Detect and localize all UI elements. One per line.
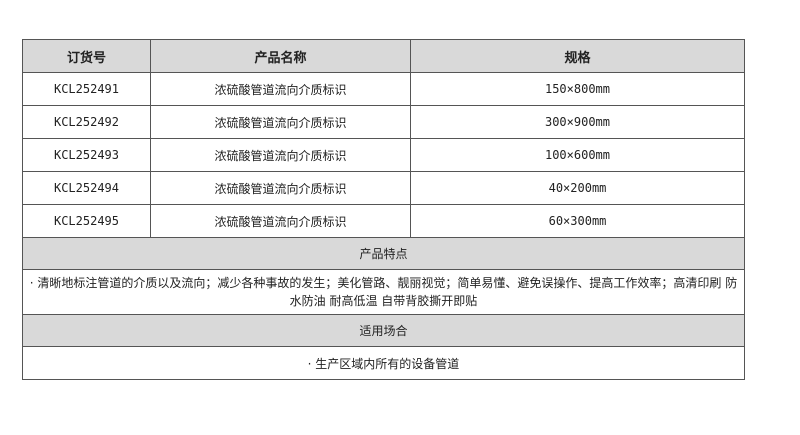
order-code-cell: KCL252491	[22, 72, 151, 106]
table-row: KCL252493 浓硫酸管道流向介质标识 100×600mm	[22, 138, 745, 172]
product-table: 订货号 产品名称 规格 KCL252491 浓硫酸管道流向介质标识 150×800m…	[22, 39, 745, 380]
header-name: 产品名称	[150, 39, 411, 73]
spec-cell: 150×800mm	[410, 72, 745, 106]
order-code-cell: KCL252493	[22, 138, 151, 172]
header-code: 订货号	[22, 39, 151, 73]
header-row: 订货号 产品名称 规格	[22, 39, 745, 73]
usage-text: · 生产区域内所有的设备管道	[22, 346, 745, 380]
table-row: KCL252492 浓硫酸管道流向介质标识 300×900mm	[22, 105, 745, 139]
header-spec: 规格	[410, 39, 745, 73]
order-code-cell: KCL252495	[22, 204, 151, 238]
spec-cell: 300×900mm	[410, 105, 745, 139]
table-row: KCL252491 浓硫酸管道流向介质标识 150×800mm	[22, 72, 745, 106]
table-row: KCL252494 浓硫酸管道流向介质标识 40×200mm	[22, 171, 745, 205]
spec-cell: 40×200mm	[410, 171, 745, 205]
product-name-cell: 浓硫酸管道流向介质标识	[150, 171, 411, 205]
product-name-cell: 浓硫酸管道流向介质标识	[150, 72, 411, 106]
product-name-cell: 浓硫酸管道流向介质标识	[150, 204, 411, 238]
usage-title: 适用场合	[22, 314, 745, 347]
spec-cell: 60×300mm	[410, 204, 745, 238]
features-title: 产品特点	[22, 237, 745, 270]
order-code-cell: KCL252492	[22, 105, 151, 139]
table-row: KCL252495 浓硫酸管道流向介质标识 60×300mm	[22, 204, 745, 238]
order-code-cell: KCL252494	[22, 171, 151, 205]
features-text: · 清晰地标注管道的介质以及流向；减少各种事故的发生；美化管路、靓丽视觉；简单易…	[22, 269, 745, 315]
product-name-cell: 浓硫酸管道流向介质标识	[150, 105, 411, 139]
product-name-cell: 浓硫酸管道流向介质标识	[150, 138, 411, 172]
spec-cell: 100×600mm	[410, 138, 745, 172]
